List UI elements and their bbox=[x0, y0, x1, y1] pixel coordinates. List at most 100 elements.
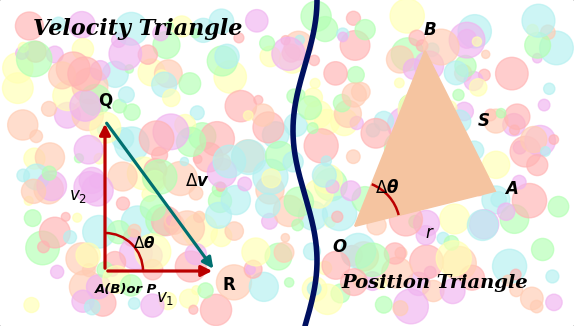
Circle shape bbox=[532, 238, 554, 260]
Circle shape bbox=[400, 95, 419, 114]
Circle shape bbox=[207, 158, 236, 187]
Text: S: S bbox=[478, 112, 490, 130]
Circle shape bbox=[193, 143, 223, 172]
Circle shape bbox=[108, 162, 137, 191]
Circle shape bbox=[82, 175, 113, 206]
Text: O: O bbox=[333, 238, 347, 256]
Circle shape bbox=[465, 141, 484, 160]
Circle shape bbox=[353, 275, 366, 288]
Circle shape bbox=[165, 213, 180, 228]
Circle shape bbox=[385, 243, 406, 264]
Circle shape bbox=[113, 99, 126, 113]
Circle shape bbox=[337, 28, 349, 40]
Circle shape bbox=[142, 187, 156, 201]
Circle shape bbox=[409, 215, 421, 228]
Circle shape bbox=[548, 196, 569, 217]
Circle shape bbox=[341, 181, 360, 200]
Circle shape bbox=[331, 109, 358, 136]
Circle shape bbox=[440, 279, 465, 304]
Circle shape bbox=[416, 226, 436, 245]
Circle shape bbox=[423, 280, 444, 302]
Circle shape bbox=[119, 237, 152, 269]
Circle shape bbox=[208, 189, 231, 213]
Circle shape bbox=[112, 128, 134, 149]
Circle shape bbox=[510, 284, 523, 297]
Circle shape bbox=[294, 89, 305, 100]
Circle shape bbox=[443, 246, 476, 280]
Circle shape bbox=[152, 147, 168, 163]
Circle shape bbox=[171, 16, 192, 37]
Circle shape bbox=[399, 96, 419, 115]
Circle shape bbox=[298, 96, 321, 120]
Circle shape bbox=[41, 101, 56, 116]
Circle shape bbox=[281, 36, 290, 45]
Circle shape bbox=[394, 289, 428, 324]
Circle shape bbox=[205, 202, 231, 228]
Text: A: A bbox=[505, 180, 518, 198]
Circle shape bbox=[34, 174, 63, 204]
Circle shape bbox=[412, 130, 439, 157]
Circle shape bbox=[335, 100, 362, 127]
Circle shape bbox=[281, 233, 289, 242]
Circle shape bbox=[363, 272, 382, 290]
Circle shape bbox=[215, 44, 239, 68]
Text: $\boldsymbol{v_1}$: $\boldsymbol{v_1}$ bbox=[156, 289, 174, 307]
Circle shape bbox=[155, 70, 168, 83]
Circle shape bbox=[209, 9, 234, 34]
Circle shape bbox=[340, 269, 367, 295]
Circle shape bbox=[55, 102, 80, 128]
Circle shape bbox=[138, 45, 157, 64]
Circle shape bbox=[385, 132, 415, 162]
Circle shape bbox=[125, 65, 134, 73]
Circle shape bbox=[121, 206, 154, 238]
Circle shape bbox=[36, 143, 64, 172]
Circle shape bbox=[164, 162, 197, 196]
Circle shape bbox=[40, 217, 70, 248]
Circle shape bbox=[244, 260, 262, 278]
Circle shape bbox=[332, 211, 343, 222]
Circle shape bbox=[436, 241, 471, 276]
Circle shape bbox=[193, 155, 202, 163]
Circle shape bbox=[483, 151, 510, 178]
Circle shape bbox=[104, 251, 126, 273]
Circle shape bbox=[417, 87, 437, 108]
Circle shape bbox=[246, 9, 268, 32]
Circle shape bbox=[424, 266, 436, 278]
Circle shape bbox=[18, 42, 28, 52]
Circle shape bbox=[225, 90, 257, 122]
Circle shape bbox=[37, 171, 67, 200]
Circle shape bbox=[448, 110, 471, 133]
Text: $\Delta\boldsymbol{\theta}$: $\Delta\boldsymbol{\theta}$ bbox=[133, 235, 156, 251]
Circle shape bbox=[164, 214, 184, 234]
Circle shape bbox=[256, 176, 284, 204]
Circle shape bbox=[115, 127, 149, 161]
Text: $\Delta \boldsymbol{v}$: $\Delta \boldsymbol{v}$ bbox=[185, 172, 210, 190]
Circle shape bbox=[152, 206, 181, 236]
Circle shape bbox=[103, 266, 130, 293]
Circle shape bbox=[414, 51, 444, 80]
Circle shape bbox=[90, 112, 121, 143]
Circle shape bbox=[246, 265, 255, 274]
Circle shape bbox=[325, 217, 335, 227]
Circle shape bbox=[457, 29, 476, 48]
Circle shape bbox=[102, 61, 128, 87]
Circle shape bbox=[475, 187, 483, 196]
Text: Position Triangle: Position Triangle bbox=[342, 274, 528, 292]
Text: Velocity Triangle: Velocity Triangle bbox=[33, 18, 243, 40]
Circle shape bbox=[312, 163, 336, 187]
Circle shape bbox=[313, 164, 342, 193]
Circle shape bbox=[3, 53, 33, 83]
Circle shape bbox=[83, 264, 95, 276]
Circle shape bbox=[410, 245, 444, 279]
Circle shape bbox=[79, 168, 105, 193]
Text: $\Delta\boldsymbol{\theta}$: $\Delta\boldsymbol{\theta}$ bbox=[375, 179, 399, 197]
Circle shape bbox=[449, 22, 485, 58]
Circle shape bbox=[324, 62, 347, 85]
Circle shape bbox=[152, 72, 177, 97]
Circle shape bbox=[444, 61, 468, 85]
Circle shape bbox=[123, 229, 141, 246]
Circle shape bbox=[424, 80, 441, 98]
Circle shape bbox=[189, 123, 216, 150]
Circle shape bbox=[97, 262, 113, 278]
Circle shape bbox=[200, 294, 232, 326]
